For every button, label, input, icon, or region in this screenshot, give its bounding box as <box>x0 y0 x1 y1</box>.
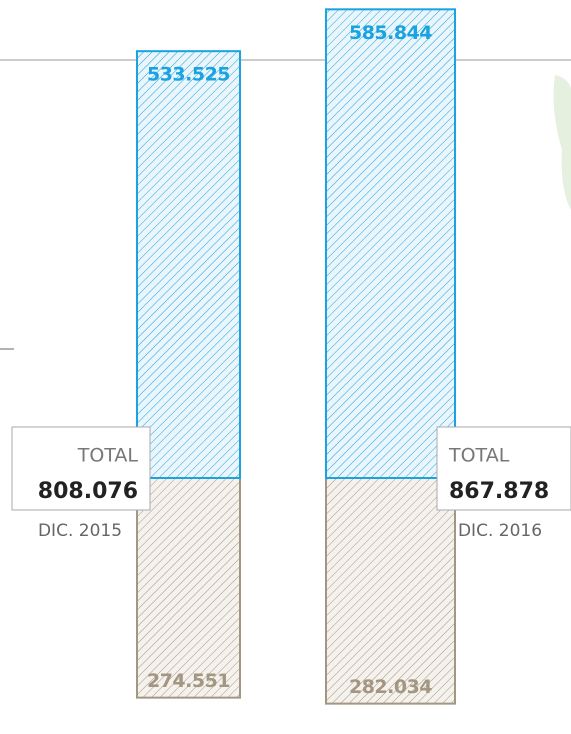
totals: TOTAL 808.076 DIC. 2015 TOTAL 867.878 DIC. 20… <box>11 426 571 541</box>
bar-segment <box>136 50 241 480</box>
bar-segment <box>325 8 456 480</box>
value-label: 585.844 <box>349 22 432 44</box>
total-caption: TOTAL <box>77 445 139 467</box>
category-label: DIC. 2015 <box>38 521 122 541</box>
value-label: 282.034 <box>349 676 432 698</box>
value-label: 274.551 <box>147 670 230 692</box>
total-caption: TOTAL <box>448 445 510 467</box>
bar-segment <box>325 477 456 705</box>
total-box <box>436 426 571 511</box>
category-label: DIC. 2016 <box>458 521 542 541</box>
total-box <box>11 426 151 511</box>
bar-segment <box>136 477 241 699</box>
value-label: 533.525 <box>147 64 230 86</box>
decoration <box>553 75 571 210</box>
bars: 533.525 274.551 585.844 282.034 <box>136 8 456 705</box>
total-value: 867.878 <box>449 479 549 504</box>
total-value: 808.076 <box>38 479 138 504</box>
